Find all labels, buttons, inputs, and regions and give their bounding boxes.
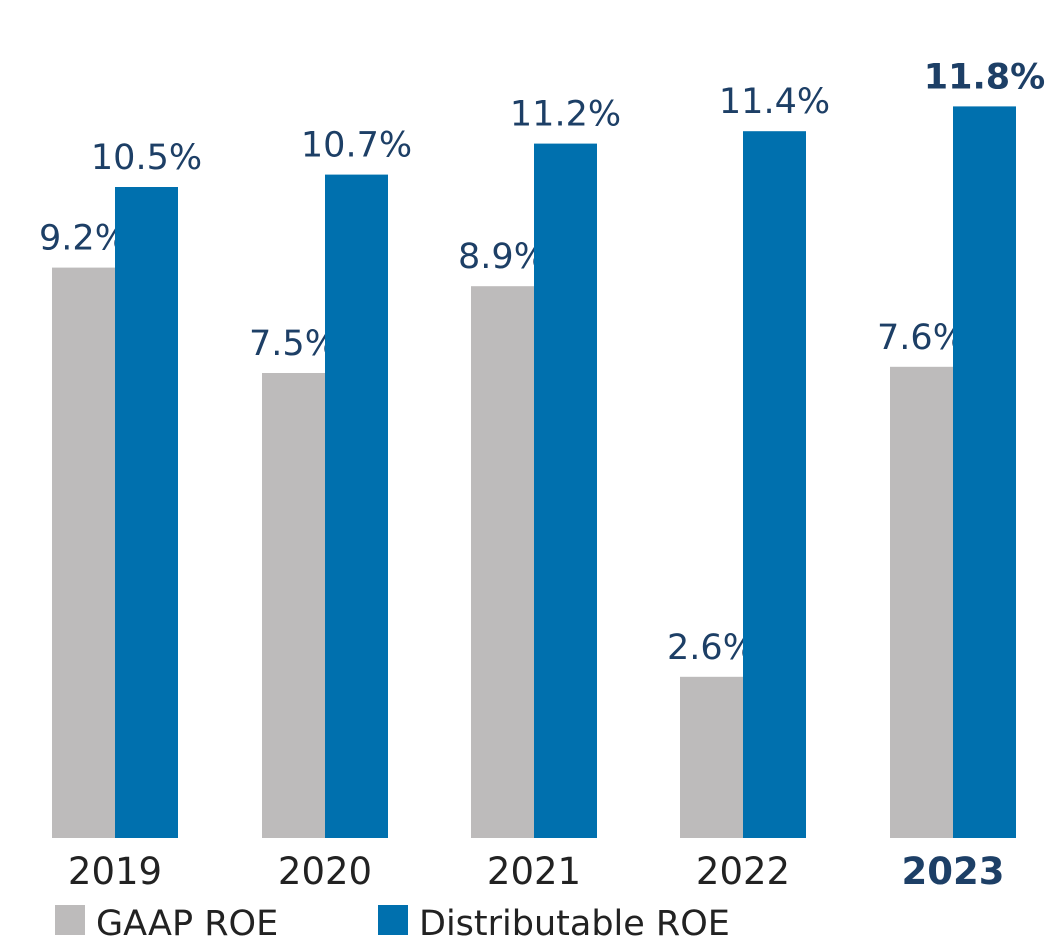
distributable-roe-label-2020: 10.7% <box>301 126 412 166</box>
distributable-roe-label-2021: 11.2% <box>510 95 621 135</box>
legend-label-gaap-roe: GAAP ROE <box>96 904 278 937</box>
distributable-roe-bar-2022 <box>743 131 806 838</box>
x-tick-label-2023: 2023 <box>902 850 1005 893</box>
gaap-roe-label-2019: 9.2% <box>39 219 128 259</box>
distributable-roe-bar-2021 <box>534 143 597 839</box>
x-tick-label-2022: 2022 <box>696 850 790 893</box>
distributable-roe-label-2022: 11.4% <box>719 82 830 122</box>
gaap-roe-bar-2019 <box>52 267 115 839</box>
gaap-roe-label-2022: 2.6% <box>667 628 756 668</box>
distributable-roe-bar-2023 <box>953 106 1016 838</box>
distributable-roe-label-2023: 11.8% <box>924 57 1045 97</box>
gaap-roe-label-2023: 7.6% <box>877 318 966 358</box>
legend-swatch-gaap-roe <box>55 905 85 935</box>
legend-swatch-distributable-roe <box>378 905 408 935</box>
x-tick-label-2021: 2021 <box>487 850 581 893</box>
gaap-roe-label-2020: 7.5% <box>249 324 338 364</box>
gaap-roe-bar-2021 <box>471 286 534 838</box>
gaap-roe-bar-2022 <box>680 676 743 838</box>
legend-label-distributable-roe: Distributable ROE <box>419 904 730 937</box>
distributable-roe-bar-2020 <box>325 174 388 839</box>
gaap-roe-bar-2020 <box>262 373 325 838</box>
distributable-roe-bar-2019 <box>115 187 178 838</box>
distributable-roe-label-2019: 10.5% <box>91 138 202 178</box>
x-tick-label-2020: 2020 <box>278 850 372 893</box>
x-tick-label-2019: 2019 <box>68 850 162 893</box>
gaap-roe-label-2021: 8.9% <box>458 237 547 277</box>
gaap-roe-bar-2023 <box>890 366 953 838</box>
